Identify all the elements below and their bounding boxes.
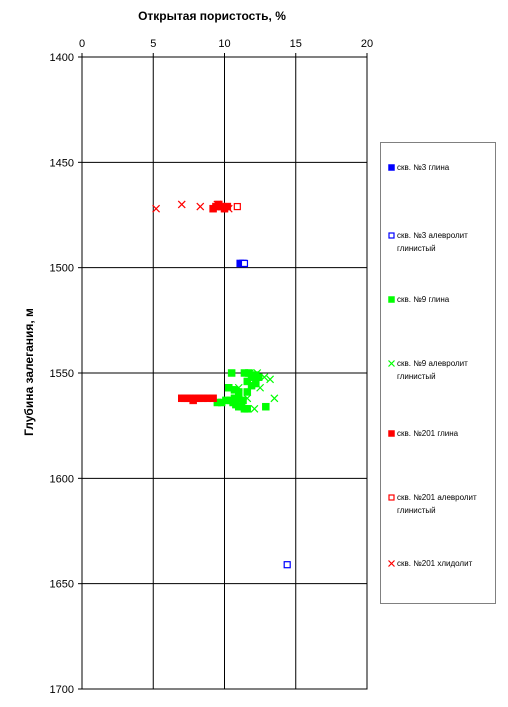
- data-point: [253, 369, 262, 377]
- chart-title: Открытая пористость, %: [138, 9, 286, 23]
- legend-label: скв. №9 алевролит глинистый: [397, 359, 468, 381]
- legend-label: скв. №201 алевролит глинистый: [397, 493, 477, 515]
- legend-label: скв. №3 алевролит глинистый: [397, 231, 468, 253]
- legend-marker-shape: [388, 430, 395, 437]
- legend-item: скв. №3 глина: [387, 161, 493, 174]
- legend-marker: [388, 296, 395, 303]
- legend-item: скв. №201 глина: [387, 427, 493, 440]
- data-point: [243, 405, 252, 413]
- data-point: [243, 377, 252, 386]
- data-point: [213, 200, 222, 209]
- data-point: [196, 202, 205, 211]
- legend-label: скв. №3 глина: [397, 163, 450, 172]
- x-tick-label: 20: [361, 38, 373, 50]
- y-tick-labels: 1400 1450 1500 1550 1600 1650 1700: [50, 52, 82, 696]
- grid-lines: [82, 57, 367, 689]
- data-point: [224, 204, 233, 213]
- legend-marker-shape: [388, 164, 395, 171]
- data-point: [252, 379, 260, 388]
- legend-marker: [388, 430, 395, 437]
- data-point: [250, 404, 259, 413]
- legend-item: скв. №9 глина: [387, 293, 493, 306]
- data-point: [246, 369, 255, 377]
- legend-marker-shape: [388, 360, 395, 367]
- series-3: [234, 369, 279, 413]
- legend-label: скв. №201 хлидолит: [397, 559, 473, 568]
- y-tick-label: 1500: [50, 263, 74, 275]
- data-point: [243, 388, 252, 396]
- legend-marker: [388, 560, 395, 567]
- x-tick-label: 0: [79, 38, 85, 50]
- data-point: [262, 402, 270, 411]
- x-tick-label: 5: [150, 38, 156, 50]
- legend-marker-shape: [388, 560, 395, 567]
- y-tick-label: 1700: [50, 684, 74, 696]
- y-tick-label: 1650: [50, 579, 74, 591]
- legend-marker-shape: [388, 494, 395, 501]
- data-point: [234, 383, 243, 392]
- legend: скв. №3 глина скв. №3 алевролит глинистый…: [380, 142, 496, 604]
- data-point: [233, 202, 241, 211]
- data-points: [152, 200, 291, 569]
- legend-item: скв. №201 хлидолит: [387, 557, 493, 570]
- data-point: [260, 373, 269, 382]
- y-tick-label: 1450: [50, 157, 74, 169]
- legend-item: скв. №3 алевролит глинистый: [387, 229, 493, 255]
- y-tick-label: 1550: [50, 368, 74, 380]
- y-tick-label: 1400: [50, 52, 74, 64]
- x-tick-labels: 0 5 10 15 20: [79, 38, 373, 57]
- legend-marker-shape: [388, 232, 395, 239]
- data-point: [152, 204, 161, 213]
- legend-item: скв. №201 алевролит глинистый: [387, 491, 493, 517]
- x-tick-label: 10: [218, 38, 230, 50]
- legend-label: скв. №201 глина: [397, 429, 459, 438]
- legend-label: скв. №9 глина: [397, 295, 450, 304]
- legend-item: скв. №9 алевролит глинистый: [387, 357, 493, 383]
- data-point: [243, 394, 252, 403]
- legend-marker: [388, 494, 395, 501]
- data-point: [177, 200, 186, 209]
- legend-marker: [388, 164, 395, 171]
- x-tick-label: 15: [290, 38, 302, 50]
- data-point: [227, 369, 236, 377]
- legend-marker-shape: [388, 296, 395, 303]
- data-point: [270, 394, 279, 403]
- y-axis-label: Глубина залегания, м: [22, 308, 36, 436]
- data-point: [240, 259, 249, 268]
- y-tick-label: 1600: [50, 473, 74, 485]
- series-1: [240, 259, 291, 569]
- data-point: [266, 375, 275, 384]
- data-point: [209, 394, 217, 403]
- data-point: [256, 383, 265, 392]
- series-5: [233, 202, 241, 211]
- data-point: [239, 396, 247, 405]
- legend-marker: [388, 232, 395, 239]
- legend-marker: [388, 360, 395, 367]
- series-6: [152, 200, 233, 213]
- data-point: [283, 561, 291, 569]
